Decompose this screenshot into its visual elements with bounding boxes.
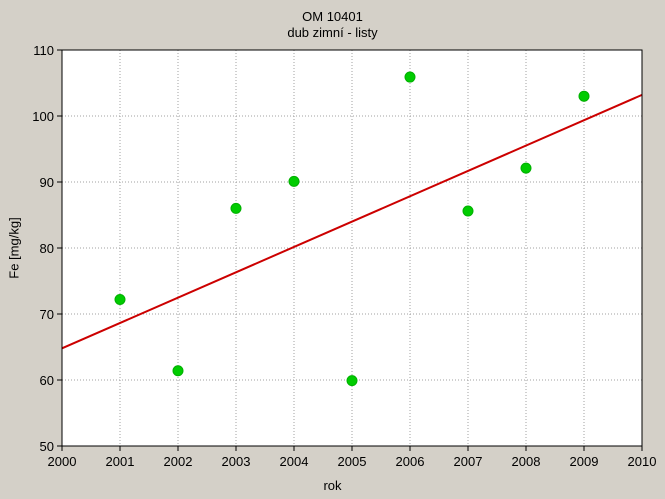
data-point	[346, 375, 358, 387]
x-tick-label: 2008	[512, 454, 541, 469]
x-tick-label: 2001	[106, 454, 135, 469]
regression-line	[61, 93, 643, 350]
data-point	[404, 71, 416, 83]
x-tick-label: 2003	[222, 454, 251, 469]
x-tick-label: 2009	[570, 454, 599, 469]
chart-subtitle: dub zimní - listy	[287, 25, 378, 40]
plot-border	[61, 49, 643, 447]
x-axis-ticks: 2000 2001 2002 2003 2004 2005 2006 2007 2008 2009…	[48, 446, 657, 469]
data-point	[114, 293, 126, 305]
data-point	[520, 162, 532, 174]
x-tick-label: 2005	[338, 454, 367, 469]
data-point	[230, 202, 242, 214]
y-tick-label: 50	[40, 439, 54, 454]
y-tick-label: 60	[40, 373, 54, 388]
data-point	[578, 90, 590, 102]
y-tick-label: 80	[40, 241, 54, 256]
data-point	[172, 365, 184, 377]
x-tick-label: 2004	[280, 454, 309, 469]
x-axis-label: rok	[323, 478, 342, 493]
y-axis-label: Fe [mg/kg]	[6, 217, 22, 279]
y-tick-label: 110	[33, 43, 54, 58]
x-tick-label: 2007	[454, 454, 483, 469]
data-point	[462, 205, 474, 217]
data-point	[288, 175, 300, 187]
data-points	[114, 71, 590, 387]
x-tick-label: 2002	[164, 454, 193, 469]
x-tick-label: 2000	[48, 454, 77, 469]
y-tick-label: 70	[40, 307, 54, 322]
x-tick-label: 2006	[396, 454, 425, 469]
y-tick-label: 90	[40, 175, 54, 190]
y-axis-ticks: 50 60 70 80 90 100 110	[32, 43, 62, 454]
x-tick-label: 2010	[628, 454, 657, 469]
chart-title: OM 10401	[302, 9, 363, 24]
y-tick-label: 100	[32, 109, 54, 124]
